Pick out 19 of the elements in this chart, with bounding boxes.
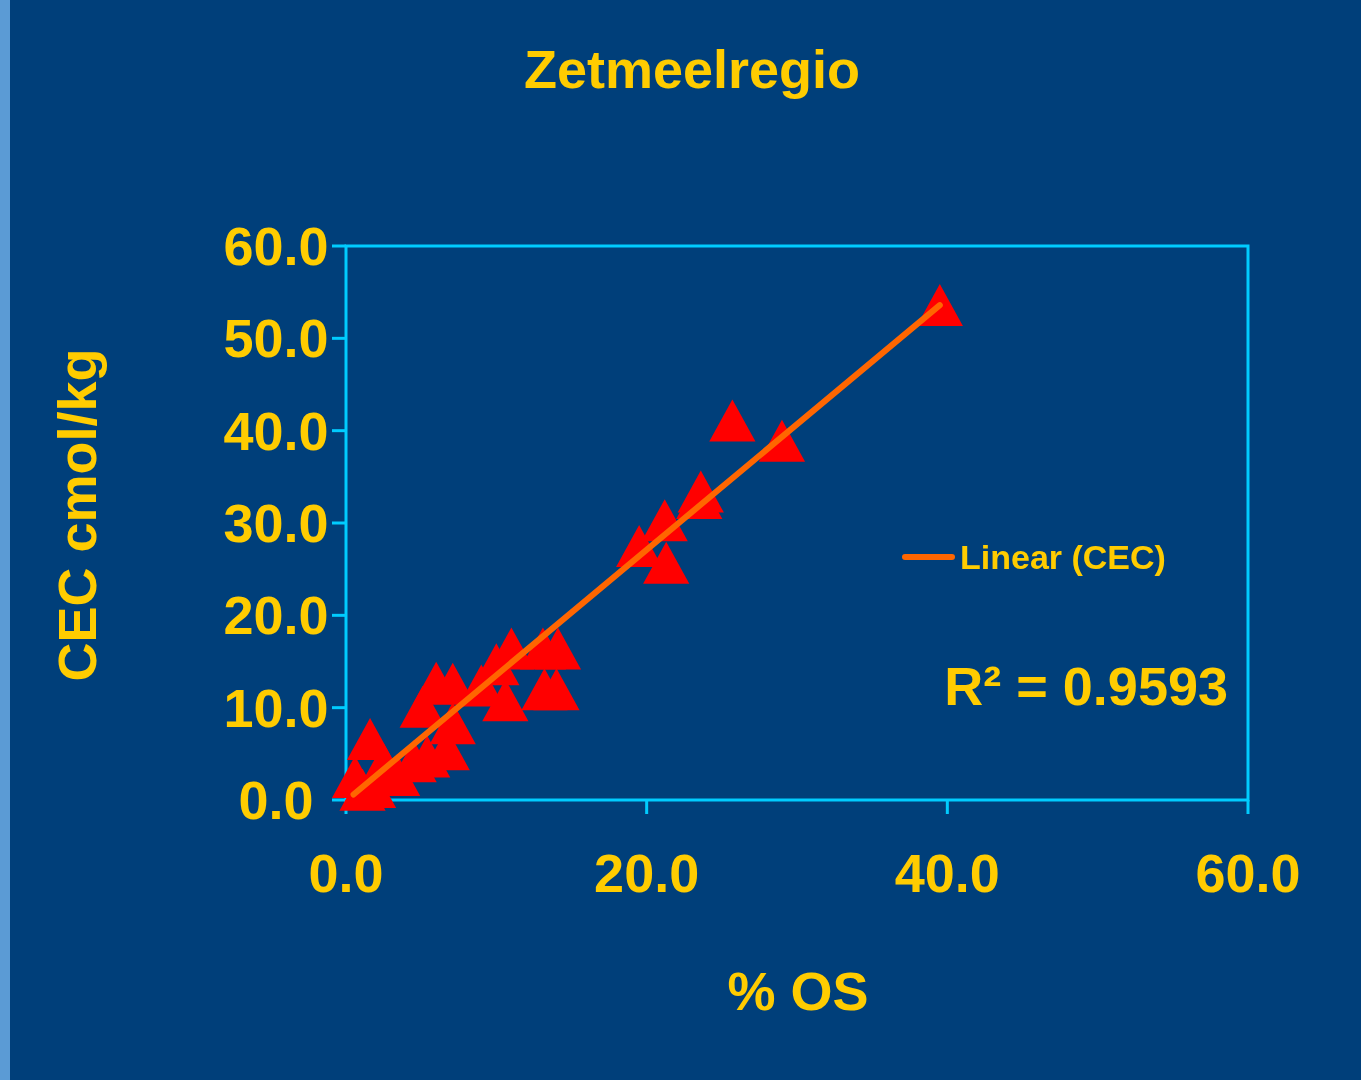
annotation: R² = 0.9593 xyxy=(944,656,1228,716)
y-tick-label: 60.0 xyxy=(223,215,329,276)
y-axis-title: CEC cmol/kg xyxy=(47,348,107,682)
chart-title: Zetmeelregio xyxy=(523,39,861,99)
x-tick-label: 0.0 xyxy=(308,843,384,903)
y-tick-label: 0.0 xyxy=(238,769,314,830)
legend-label: Linear (CEC) xyxy=(960,537,1166,576)
point xyxy=(533,668,580,711)
x-tick-label: 40.0 xyxy=(894,843,1000,903)
point xyxy=(709,399,756,442)
y-tick-label: 30.0 xyxy=(223,492,329,553)
point xyxy=(643,541,690,584)
x-tick-label: 20.0 xyxy=(594,843,700,903)
y-tick-label: 20.0 xyxy=(223,585,329,646)
y-tick-label: 10.0 xyxy=(223,677,329,738)
y-tick-label: 50.0 xyxy=(223,308,329,369)
x-tick-label: 60.0 xyxy=(1195,843,1301,903)
y-tick-label: 40.0 xyxy=(223,400,329,461)
x-axis-title: % OS xyxy=(727,961,869,1021)
